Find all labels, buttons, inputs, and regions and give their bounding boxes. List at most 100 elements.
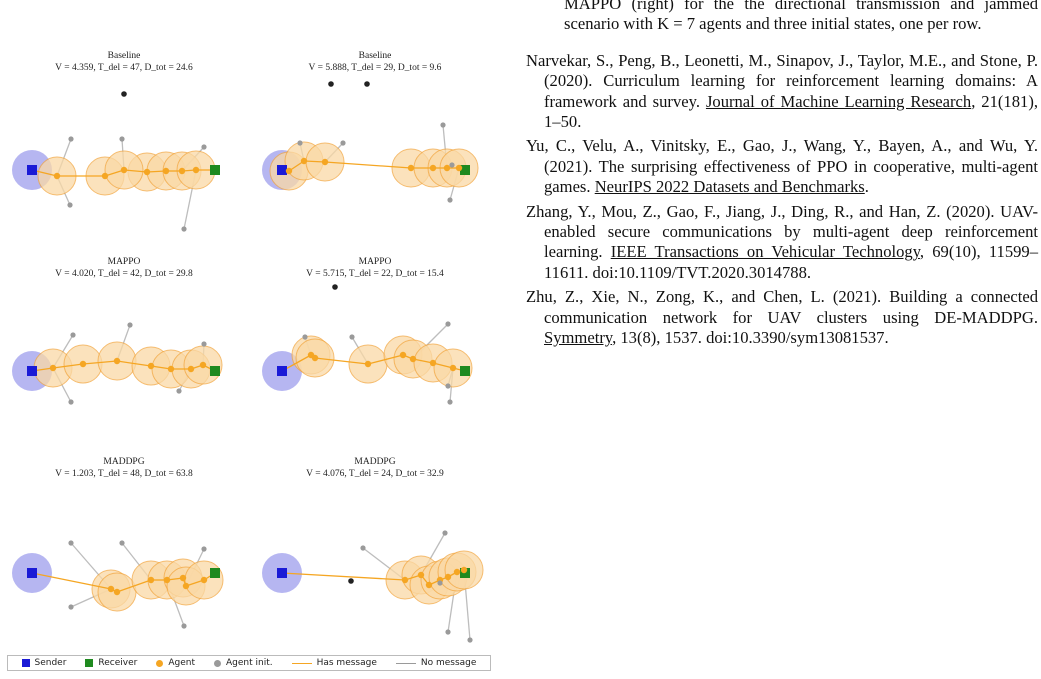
has-message-path [367, 354, 404, 365]
agent-init-marker [127, 322, 133, 328]
has-message-path [82, 360, 118, 365]
panel-metrics: V = 5.888, T_del = 29, D_tot = 9.6 [309, 63, 442, 73]
receiver-marker [210, 366, 220, 376]
has-message-path [116, 579, 152, 593]
agent-marker [79, 360, 87, 368]
agent-dot-icon [156, 659, 164, 667]
agent-init-marker [181, 226, 187, 232]
jammer-marker [328, 81, 334, 87]
panel-metrics: V = 4.076, T_del = 24, D_tot = 32.9 [306, 469, 444, 479]
panel-method-title: Baseline [359, 51, 392, 61]
sender-square-icon [21, 659, 30, 667]
agent-marker [113, 357, 121, 365]
trajectory-figure: Baseline V = 4.359, T_del = 47, D_tot = 2… [0, 0, 500, 679]
legend-receiver: Receiver [85, 658, 137, 668]
agent-marker [178, 167, 186, 175]
agent-marker [182, 582, 190, 590]
agent-init-marker [349, 334, 355, 340]
sender-marker [27, 366, 37, 376]
jammer-marker [348, 578, 354, 584]
agent-init-marker [176, 388, 182, 394]
agent-marker [53, 172, 61, 180]
agent-marker [147, 576, 155, 584]
sender-marker [277, 165, 287, 175]
has-message-path [52, 363, 84, 369]
receiver-marker [460, 366, 470, 376]
agent-init-marker [119, 136, 125, 142]
agent-init-marker [442, 530, 448, 536]
trajectory-plots: Baseline V = 4.359, T_del = 47, D_tot = 2… [12, 51, 484, 643]
agent-init-marker [68, 136, 74, 142]
agent-marker [200, 576, 208, 584]
legend-agent-init: Agent init. [213, 658, 273, 668]
agent-marker [120, 166, 128, 174]
agent-init-marker [68, 399, 74, 405]
agent-init-marker [445, 629, 451, 635]
has-message-line-icon [291, 662, 312, 664]
panel-method-title: MAPPO [108, 257, 141, 267]
figure-legend: Sender Receiver Agent Agent init. Has me… [7, 655, 491, 671]
panel-method-title: MAPPO [359, 257, 392, 267]
panel-method-title: MADDPG [354, 457, 395, 467]
agent-marker [409, 355, 417, 363]
panel-metrics: V = 1.203, T_del = 48, D_tot = 63.8 [55, 469, 193, 479]
legend-has-message: Has message [291, 658, 377, 668]
agent-marker [101, 172, 109, 180]
agent-marker [417, 571, 425, 579]
agent-marker [143, 168, 151, 176]
sender-marker [27, 165, 37, 175]
agent-init-marker [68, 604, 74, 610]
agent-marker [453, 568, 461, 576]
panel-method-title: MADDPG [103, 457, 144, 467]
agent-marker [300, 157, 308, 165]
has-message-path [281, 572, 406, 581]
sender-marker [277, 568, 287, 578]
agent-init-marker [467, 637, 473, 643]
text-column: MAPPO (right) for the the directional tr… [526, 0, 1038, 353]
agent-init-marker [297, 140, 303, 146]
agent-init-marker [70, 332, 76, 338]
agent-marker [162, 167, 170, 175]
agent-marker [311, 354, 319, 362]
agent-init-dot-icon [213, 659, 221, 667]
has-message-path [314, 357, 369, 365]
panel-metrics: V = 4.359, T_del = 47, D_tot = 24.6 [55, 63, 193, 73]
agent-init-marker [445, 383, 451, 389]
agent-marker [107, 585, 115, 593]
agent-marker [163, 576, 171, 584]
receiver-marker [210, 568, 220, 578]
references-list: Narvekar, S., Peng, B., Leonetti, M., Si… [526, 51, 1038, 349]
agent-init-marker [68, 540, 74, 546]
has-message-path [324, 161, 412, 169]
agent-marker [460, 566, 468, 574]
agent-marker [192, 166, 200, 174]
agent-init-marker [447, 399, 453, 405]
receiver-square-icon [85, 659, 94, 667]
no-message-line-icon [395, 662, 416, 664]
agent-init-marker [201, 144, 207, 150]
agent-marker [179, 574, 187, 582]
has-message-path [432, 362, 454, 369]
agent-init-marker [181, 623, 187, 629]
legend-agent: Agent [156, 658, 195, 668]
legend-no-message: No message [395, 658, 476, 668]
sender-marker [277, 366, 287, 376]
agent-init-marker [302, 334, 308, 340]
agent-init-marker [67, 202, 73, 208]
agent-init-marker [340, 140, 346, 146]
panel-metrics: V = 4.020, T_del = 42, D_tot = 29.8 [55, 269, 193, 279]
has-message-path [31, 572, 112, 590]
agent-marker [49, 364, 57, 372]
jammer-marker [332, 284, 338, 290]
agent-marker [147, 362, 155, 370]
has-message-path [104, 169, 125, 177]
agent-init-marker [440, 122, 446, 128]
agent-marker [321, 158, 329, 166]
agent-init-marker [447, 197, 453, 203]
agent-marker [285, 167, 293, 175]
agent-marker [429, 164, 437, 172]
agent-marker [113, 588, 121, 596]
agent-marker [187, 365, 195, 373]
agent-init-marker [119, 540, 125, 546]
reference-item: Zhu, Z., Xie, N., Zong, K., and Chen, L.… [526, 287, 1038, 348]
